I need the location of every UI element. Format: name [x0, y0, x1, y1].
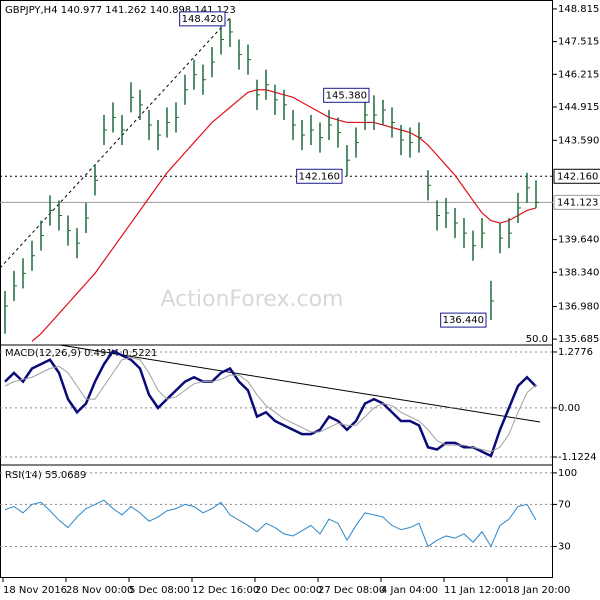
- y-tick-label: -1.1224: [558, 452, 597, 463]
- chart-title: GBPJPY,H4 140.977 141.262 140.898 141.12…: [5, 5, 236, 16]
- x-tick-label: 27 Dec 08:00: [318, 585, 385, 596]
- macd-title: MACD(12,26,9) 0.4914 0.5221: [5, 348, 157, 359]
- annotation-box: [296, 168, 343, 184]
- annotation-box: [440, 312, 487, 328]
- indicator-line: [4, 349, 537, 458]
- level-label: 141.123: [557, 197, 598, 208]
- y-tick-label: 100: [558, 468, 577, 479]
- fib-label: 50.0: [526, 334, 548, 345]
- x-tick-label: 18 Jan 20:00: [507, 585, 570, 596]
- annotation: 148.420: [182, 14, 223, 25]
- annotation: 136.440: [443, 315, 484, 326]
- y-tick-label: 148.815: [558, 4, 599, 15]
- annotation: 142.160: [299, 171, 340, 182]
- y-tick-label: 70: [558, 499, 571, 510]
- annotation: 145.380: [326, 90, 367, 101]
- x-tick-label: 5 Dec 08:00: [129, 585, 190, 596]
- y-tick-label: 30: [558, 541, 571, 552]
- x-tick-label: 12 Dec 16:00: [192, 585, 259, 596]
- level-label-box: [553, 168, 600, 184]
- y-tick-label: 147.515: [558, 37, 599, 48]
- x-tick-label: 20 Dec 00:00: [255, 585, 322, 596]
- x-tick-label: 11 Jan 12:00: [444, 585, 507, 596]
- y-tick-label: 138.340: [558, 267, 599, 278]
- level-label: 142.160: [557, 171, 598, 182]
- level-label-box: [553, 194, 600, 210]
- y-tick-label: 136.980: [558, 302, 599, 313]
- indicator-line: [4, 499, 537, 548]
- annotation-box: [179, 11, 226, 27]
- trend-line: [0, 17, 231, 269]
- y-tick-label: 0.00: [558, 403, 580, 414]
- annotation-box: [323, 87, 370, 103]
- macd-trend-line: [59, 344, 541, 423]
- y-tick-label: 139.640: [558, 235, 599, 246]
- y-tick-label: 135.685: [558, 334, 599, 345]
- watermark: ActionForex.com: [161, 287, 344, 312]
- y-tick-label: 146.215: [558, 69, 599, 80]
- y-tick-label: 143.590: [558, 135, 599, 146]
- rsi-title: RSI(14) 55.0689: [5, 470, 86, 481]
- y-tick-label: 1.2776: [558, 347, 593, 358]
- x-tick-label: 28 Nov 00:00: [66, 585, 133, 596]
- indicator-line: [4, 357, 537, 453]
- plot-frame: [0, 0, 553, 578]
- x-tick-label: 18 Nov 2016: [3, 585, 67, 596]
- x-tick-label: 4 Jan 04:00: [381, 585, 438, 596]
- y-tick-label: 144.915: [558, 102, 599, 113]
